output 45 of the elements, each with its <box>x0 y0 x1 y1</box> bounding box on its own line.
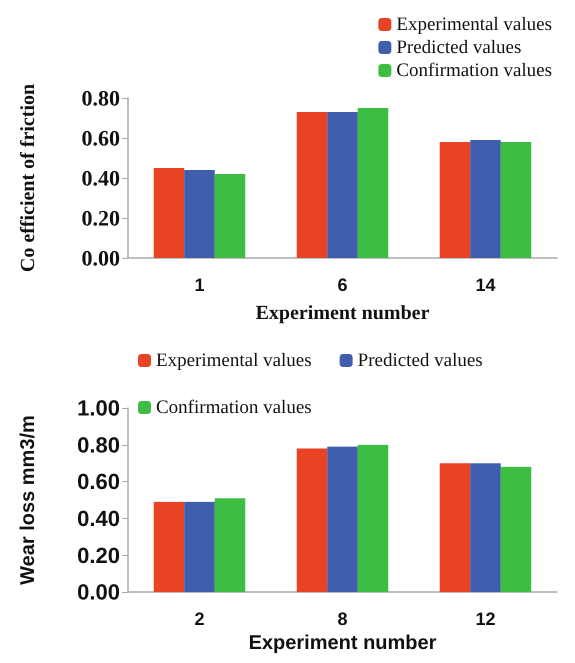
bar <box>440 463 470 592</box>
bar <box>184 502 215 592</box>
y-tick-label: 0.20 <box>77 542 120 568</box>
y-tick-label: 0.20 <box>82 206 120 230</box>
y-tick-label: 0.60 <box>82 126 120 150</box>
y-tick-label: 1.00 <box>77 396 120 420</box>
bar <box>440 142 470 258</box>
y-tick-label: 0.80 <box>82 86 120 110</box>
bar <box>358 108 388 258</box>
legend-label: Predicted values <box>396 37 522 58</box>
legend-label: Confirmation values <box>396 60 552 81</box>
y-tick-label: 0.00 <box>77 580 120 605</box>
bar <box>296 112 328 258</box>
x-tick-label: 6 <box>337 275 348 295</box>
y-tick-label: 0.60 <box>77 469 120 494</box>
bar <box>500 142 532 258</box>
bar <box>214 174 246 258</box>
y-tick-label: 0.80 <box>77 432 120 458</box>
bar <box>358 444 388 592</box>
legend-label: Predicted values <box>358 350 483 371</box>
bar <box>327 112 358 258</box>
bar <box>214 498 246 592</box>
legend-label: Experimental values <box>156 350 312 371</box>
bar <box>154 168 184 258</box>
x-tick-label: 2 <box>194 609 205 630</box>
bar <box>470 463 501 592</box>
bar <box>296 448 328 592</box>
x-tick-label: 8 <box>337 609 348 630</box>
legend-label: Experimental values <box>396 14 552 35</box>
y-tick-label: 0.40 <box>77 506 120 531</box>
bar <box>470 140 501 258</box>
legend-label: Confirmation values <box>156 397 312 418</box>
x-tick-label: 14 <box>475 275 496 295</box>
x-tick-label: 12 <box>475 609 496 630</box>
bar <box>154 502 184 592</box>
y-axis-title: Co efficient of friction <box>17 84 39 272</box>
bar <box>184 170 215 258</box>
x-axis-title: Experiment number <box>256 302 430 324</box>
y-axis-title: Wear loss mm3/m <box>17 415 39 585</box>
x-tick-label: 1 <box>194 275 205 295</box>
x-axis-title: Experiment number <box>248 632 437 654</box>
bar <box>327 446 358 592</box>
y-tick-label: 0.00 <box>82 246 120 270</box>
bar <box>500 466 532 592</box>
y-tick-label: 0.40 <box>82 166 120 190</box>
